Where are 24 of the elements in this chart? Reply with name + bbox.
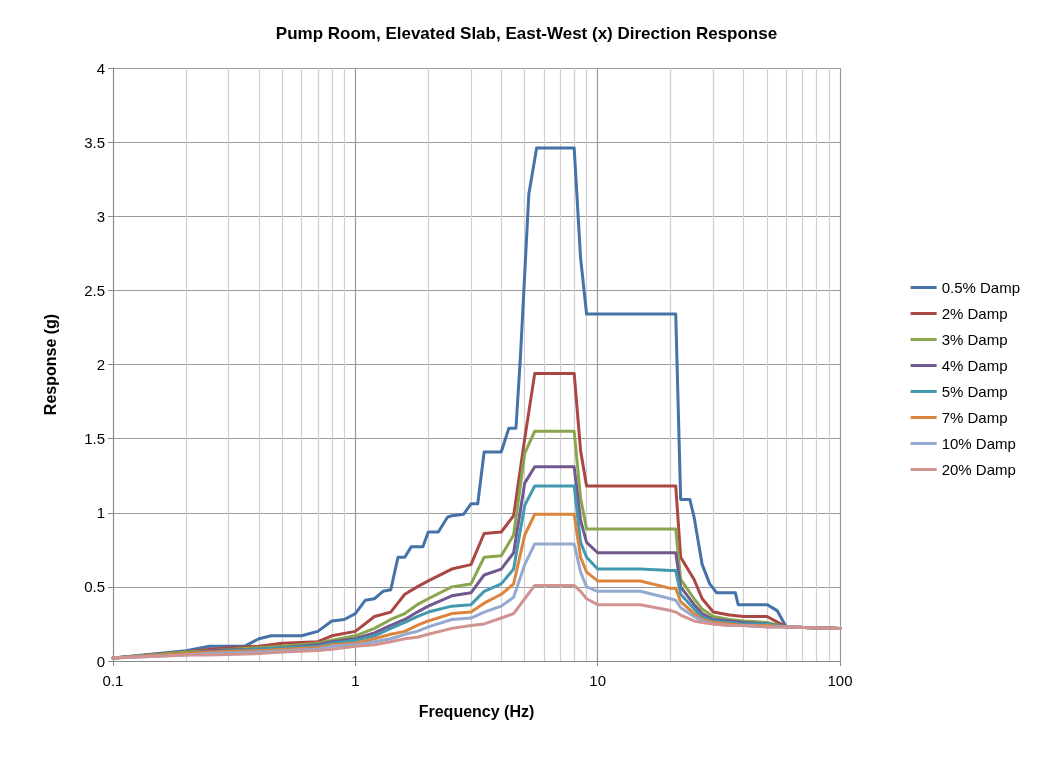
y-axis-title: Response (g) bbox=[41, 313, 59, 416]
y-tick-label: 0.5 bbox=[84, 578, 105, 596]
y-tick-label: 4 bbox=[96, 59, 105, 77]
y-tick-label: 2.5 bbox=[84, 281, 105, 299]
legend-label: 10% Damp bbox=[941, 435, 1016, 452]
y-tick-label: 1.5 bbox=[84, 430, 105, 448]
legend-label: 5% Damp bbox=[941, 383, 1008, 400]
y-tick-label: 0 bbox=[96, 652, 105, 670]
y-tick-label: 3.5 bbox=[84, 133, 105, 151]
legend-label: 20% Damp bbox=[941, 461, 1016, 478]
x-tick-label: 10 bbox=[589, 672, 607, 689]
y-tick-label: 2 bbox=[96, 356, 105, 373]
x-tick-label: 1 bbox=[351, 672, 360, 689]
y-tick-label: 3 bbox=[96, 207, 105, 225]
legend-label: 7% Damp bbox=[941, 409, 1008, 426]
chart-title: Pump Room, Elevated Slab, East-West (x) Direction Response bbox=[275, 24, 778, 43]
x-tick-label: 0.1 bbox=[102, 672, 124, 689]
x-tick-label: 100 bbox=[827, 672, 853, 689]
legend-label: 3% Damp bbox=[941, 331, 1008, 348]
legend-label: 2% Damp bbox=[941, 305, 1008, 322]
legend-label: 0.5% Damp bbox=[941, 279, 1021, 296]
x-axis-title: Frequency (Hz) bbox=[418, 702, 535, 720]
legend-label: 4% Damp bbox=[941, 357, 1008, 374]
y-tick-label: 1 bbox=[96, 504, 105, 522]
